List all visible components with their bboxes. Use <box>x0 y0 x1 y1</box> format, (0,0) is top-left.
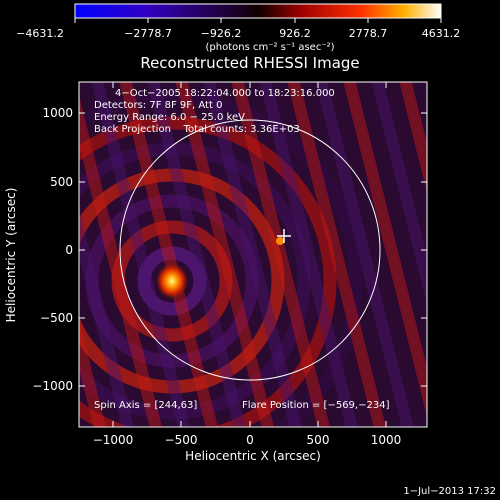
colorbar-unit-label: (photons cm⁻² s⁻¹ asec⁻²) <box>205 42 334 53</box>
fringe-stripe <box>399 82 427 193</box>
flare-source <box>156 263 188 299</box>
fringe-pattern <box>79 82 427 427</box>
colorbar-ticks <box>74 18 442 23</box>
y-axis-ticks <box>79 112 427 387</box>
observation-info: 4−Oct−2005 18:22:04.000 to 18:23:16.000 … <box>94 88 335 135</box>
info-time-range: 4−Oct−2005 18:22:04.000 to 18:23:16.000 <box>115 88 335 99</box>
fringe-stripe <box>203 82 302 427</box>
fringe-ring <box>137 246 207 316</box>
y-tick-label: −1000 <box>32 379 73 393</box>
fringe-stripe <box>175 82 274 427</box>
spin-axis-marker <box>277 229 291 243</box>
info-method-counts: Back Projection Total counts: 3.36E+03 <box>94 124 300 135</box>
info-energy-range: Energy Range: 6.0 − 25.0 keV <box>94 112 245 123</box>
fringe-ring <box>85 194 259 368</box>
x-tick-label: 500 <box>307 433 330 447</box>
y-axis-label: Heliocentric Y (arcsec) <box>4 188 18 323</box>
fringe-ring <box>79 90 363 427</box>
x-tick-label: 1000 <box>371 433 402 447</box>
x-axis-ticks <box>112 82 387 427</box>
x-axis-label: Heliocentric X (arcsec) <box>185 449 321 463</box>
fringe-stripe <box>79 319 106 427</box>
fringe-stripe <box>287 82 386 427</box>
colorbar-tick-label: 926.2 <box>279 27 311 40</box>
x-tick-labels: −1000 −500 0 500 1000 <box>93 433 402 447</box>
colorbar-tick-label: −4631.2 <box>16 27 64 40</box>
fringe-stripe <box>315 82 414 427</box>
x-tick-label: −1000 <box>93 433 134 447</box>
y-tick-label: 0 <box>65 243 73 257</box>
x-tick-label: 0 <box>246 433 254 447</box>
colorbar-tick-label: −926.2 <box>201 27 242 40</box>
fringe-stripe <box>343 82 427 417</box>
fringe-stripe <box>259 82 358 427</box>
spin-axis-text: Spin Axis = [244,63] <box>94 400 197 411</box>
colorbar-tick-label: 2778.7 <box>349 27 388 40</box>
solar-limb-circle <box>119 119 381 381</box>
colorbar-tick-labels: −4631.2 −2778.7 −926.2 926.2 2778.7 4631… <box>16 27 460 40</box>
y-tick-label: 1000 <box>42 106 73 120</box>
fringe-ring <box>111 220 233 342</box>
info-detectors: Detectors: 7F 8F 9F, Att 0 <box>94 100 222 111</box>
rhessi-image <box>79 82 427 427</box>
plot-title: Reconstructed RHESSI Image <box>140 54 359 72</box>
fringe-stripe <box>91 82 190 427</box>
plot-frame <box>78 81 428 428</box>
fringe-stripe <box>231 82 330 427</box>
fringe-stripe <box>147 82 246 427</box>
secondary-source <box>276 237 284 245</box>
y-tick-labels: 1000 500 0 −500 −1000 <box>32 106 73 393</box>
colorbar-tick-label: −2778.7 <box>124 27 172 40</box>
y-tick-label: 500 <box>50 175 73 189</box>
fringe-ring <box>79 142 311 420</box>
fringe-ring <box>79 168 285 394</box>
flare-position-text: Flare Position = [−569,−234] <box>242 400 390 411</box>
colorbar-tick-label: 4631.2 <box>422 27 461 40</box>
fringe-stripe <box>119 82 218 427</box>
colorbar <box>74 3 442 19</box>
fringe-stripe <box>371 82 427 305</box>
fringe-stripe <box>79 207 134 427</box>
fringe-ring <box>79 116 337 427</box>
footer-timestamp: 1−Jul−2013 17:32 <box>403 486 496 497</box>
x-tick-label: −500 <box>165 433 198 447</box>
fringe-stripe <box>79 95 162 427</box>
y-tick-label: −500 <box>40 311 73 325</box>
